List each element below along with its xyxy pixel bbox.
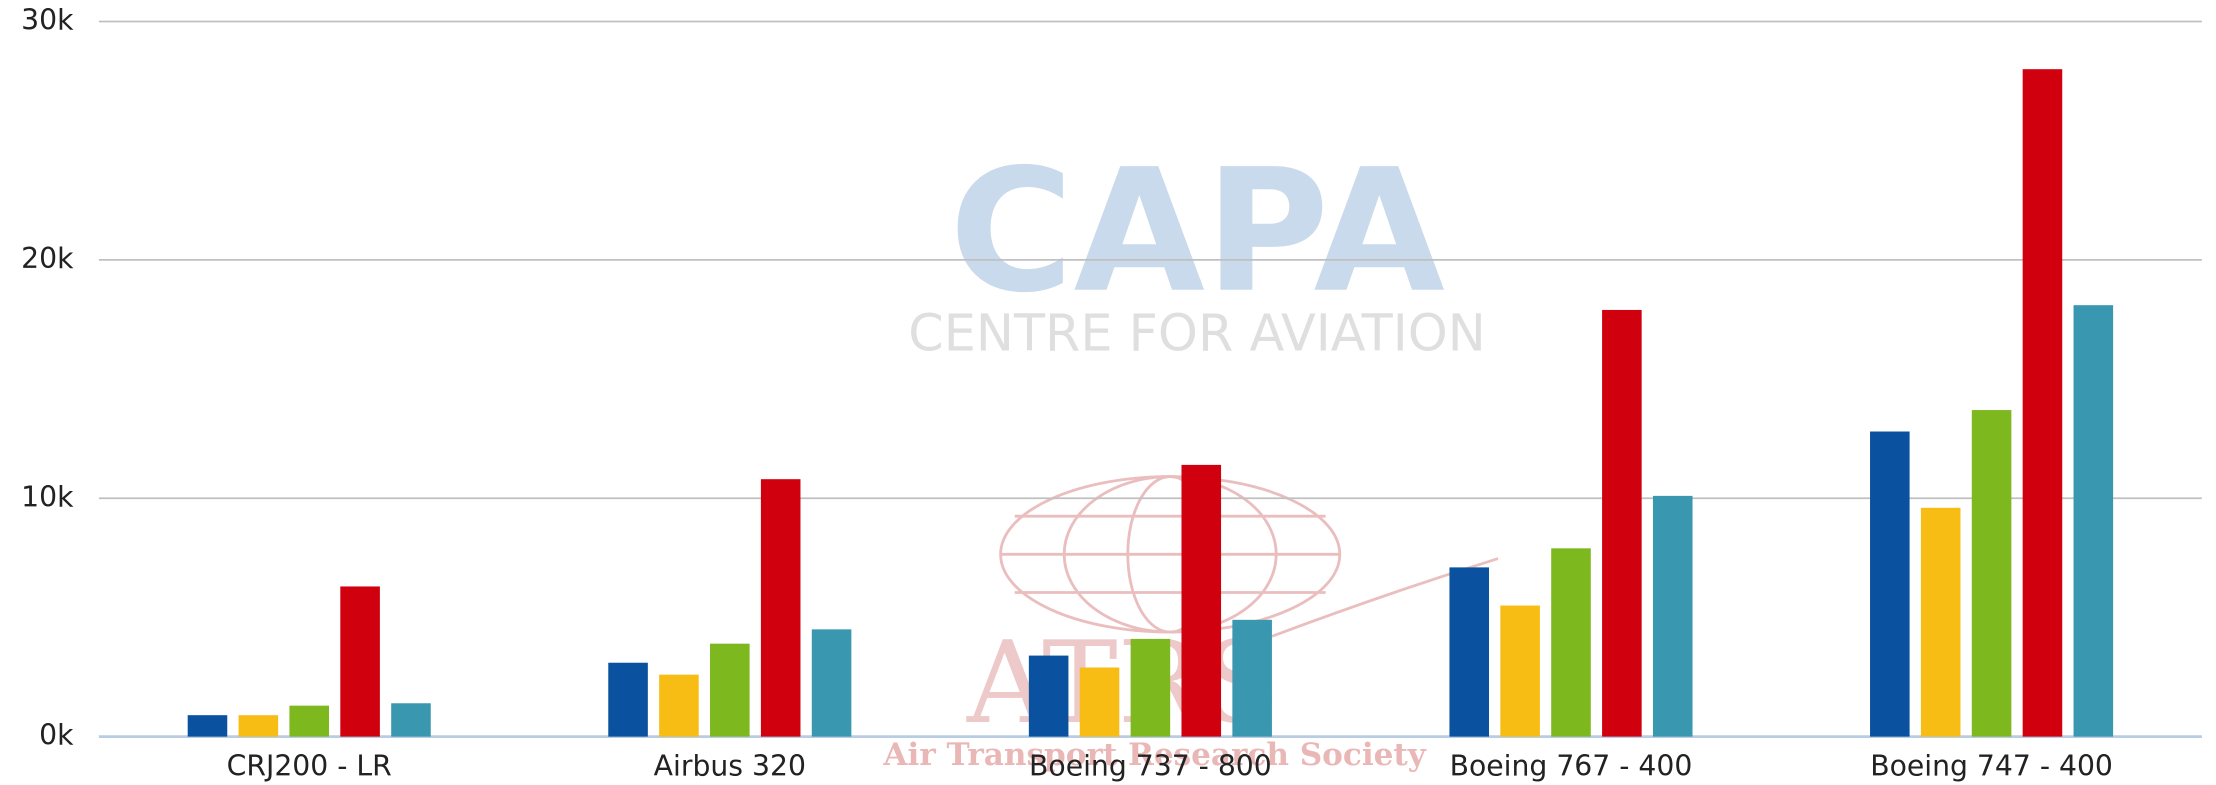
bar	[187, 715, 228, 737]
globe	[999, 475, 1499, 638]
bar	[1079, 667, 1120, 737]
bar	[1551, 548, 1591, 737]
bar	[2073, 305, 2114, 737]
x-tick-label: Airbus 320	[654, 750, 806, 783]
bar	[608, 662, 648, 737]
x-tick-label: Boeing 767 - 400	[1450, 750, 1693, 783]
bar	[238, 715, 279, 737]
bar	[1500, 605, 1540, 737]
watermark: CAPA CENTRE FOR AVIATION ATRS Air Transp…	[882, 133, 1499, 773]
bar	[811, 629, 852, 737]
bar	[1449, 567, 1490, 737]
bar	[1232, 619, 1272, 737]
y-tick-label: 0k	[39, 719, 74, 752]
y-tick-label: 30k	[21, 4, 74, 37]
bar	[1652, 495, 1693, 737]
bar	[710, 643, 750, 737]
bar	[1181, 464, 1222, 737]
x-tick-label: CRJ200 - LR	[227, 750, 392, 783]
bar	[391, 703, 431, 737]
watermark-atrs: ATRS	[966, 617, 1280, 749]
y-tick-label: 10k	[21, 480, 74, 513]
bar	[659, 674, 699, 737]
bar	[1971, 410, 2012, 737]
bar	[760, 479, 801, 737]
bar	[1602, 309, 1642, 737]
bar	[340, 586, 380, 737]
watermark-subtitle: CENTRE FOR AVIATION	[908, 304, 1486, 363]
watermark-society: Air Transport Research Society	[882, 737, 1426, 773]
bar	[1130, 638, 1171, 737]
x-tick-label: Boeing 747 - 400	[1870, 750, 2113, 783]
y-tick-label: 20k	[21, 242, 74, 275]
watermark-logo: CAPA	[949, 133, 1445, 330]
bar	[1920, 507, 1961, 737]
x-tick-label: Boeing 737 - 800	[1029, 750, 1272, 783]
bar	[1028, 655, 1069, 737]
bar	[1870, 431, 1910, 737]
bar	[2022, 69, 2063, 737]
bar	[289, 705, 330, 737]
